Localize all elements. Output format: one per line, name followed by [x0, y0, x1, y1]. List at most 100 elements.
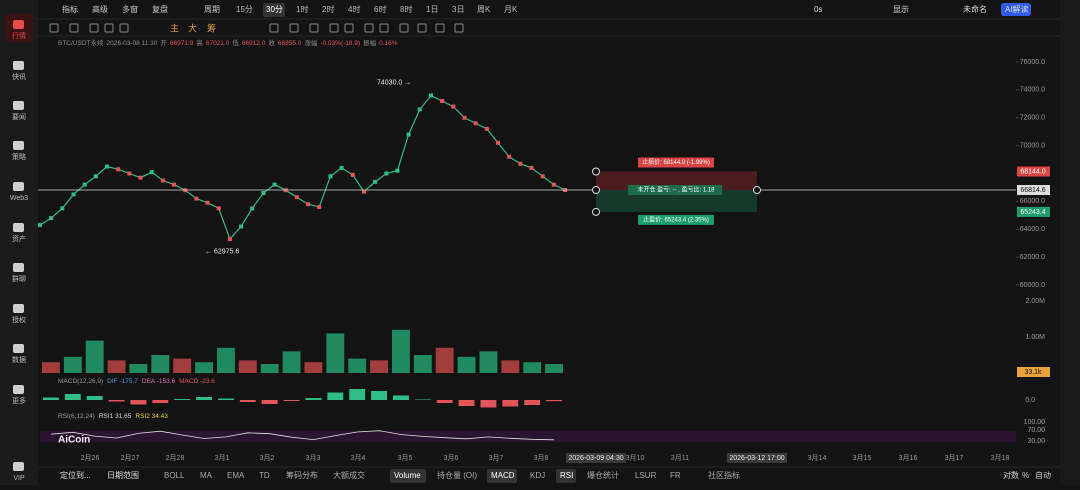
- candle: [350, 172, 355, 177]
- scale-option[interactable]: %: [1022, 471, 1029, 480]
- tool-icon[interactable]: [344, 23, 354, 33]
- x-tick-label: 3月1: [215, 454, 230, 462]
- toolbar-item[interactable]: 周期: [204, 5, 220, 14]
- tool-icon[interactable]: [49, 23, 59, 33]
- toolbar-right-item[interactable]: AI解读: [1005, 4, 1029, 14]
- indicator-button[interactable]: MACD: [491, 471, 515, 480]
- tool-icon[interactable]: [399, 23, 409, 33]
- period-button[interactable]: 15分: [236, 5, 253, 14]
- tool-button[interactable]: 主: [170, 22, 179, 33]
- x-tick-label: 3月14: [808, 454, 827, 462]
- tool-icon[interactable]: [89, 23, 99, 33]
- drag-handle[interactable]: [753, 186, 761, 195]
- volume-bar: [173, 358, 192, 373]
- tool-icon[interactable]: [104, 23, 114, 33]
- indicator-button[interactable]: TD: [259, 471, 270, 480]
- drag-handle[interactable]: [592, 167, 600, 176]
- sidebar-label[interactable]: 策略: [12, 152, 26, 161]
- tool-icon[interactable]: [309, 23, 319, 33]
- period-button[interactable]: 2时: [322, 4, 334, 14]
- period-button[interactable]: 1时: [296, 4, 308, 14]
- volume-bar: [435, 347, 454, 373]
- info-item: 高: [196, 38, 203, 47]
- toolbar-item[interactable]: 多窗: [122, 4, 138, 14]
- period-button[interactable]: 月K: [504, 5, 518, 14]
- high-label: 74030.0 →: [377, 79, 411, 86]
- macd-bar: [546, 400, 562, 402]
- drag-handle[interactable]: [592, 186, 600, 195]
- period-button[interactable]: 8时: [400, 4, 412, 14]
- sidebar-icon: [13, 304, 24, 313]
- sidebar-label[interactable]: 授权: [12, 315, 26, 324]
- tool-icon[interactable]: [435, 23, 445, 33]
- indicator-button[interactable]: 大额成交: [333, 470, 365, 480]
- macd-bar: [43, 397, 59, 400]
- indicator-button[interactable]: 爆仓统计: [587, 470, 619, 480]
- sidebar-icon: [13, 263, 24, 272]
- x-tick-label: 3月15: [853, 454, 872, 462]
- indicator-button[interactable]: BOLL: [164, 471, 185, 480]
- price-tag: [1017, 206, 1050, 217]
- scale-option[interactable]: 自动: [1035, 470, 1051, 480]
- toolbar-item[interactable]: 复盘: [152, 4, 168, 14]
- tool-icon[interactable]: [119, 23, 129, 33]
- tool-icon[interactable]: [269, 23, 279, 33]
- indicator-button[interactable]: FR: [670, 471, 681, 480]
- scale-option[interactable]: 对数: [1003, 470, 1019, 480]
- candle: [216, 206, 221, 211]
- candle: [395, 168, 400, 173]
- period-button[interactable]: 周K: [477, 5, 491, 14]
- candle: [384, 171, 389, 176]
- x-tick-label: 3月18: [991, 454, 1010, 462]
- sidebar-label[interactable]: 更多: [12, 396, 26, 405]
- indicator-button[interactable]: 筹码分布: [286, 470, 318, 480]
- tool-icon[interactable]: [69, 23, 79, 33]
- tool-icon[interactable]: [329, 23, 339, 33]
- period-button[interactable]: 30分: [266, 5, 283, 14]
- toolbar-item[interactable]: 指标: [62, 4, 78, 14]
- tool-icon[interactable]: [454, 23, 464, 33]
- period-button[interactable]: 6时: [374, 4, 386, 14]
- indicator-button[interactable]: 社区指标: [708, 470, 740, 480]
- sidebar-label[interactable]: 资产: [12, 234, 26, 243]
- toolbar-item[interactable]: 高级: [92, 4, 108, 14]
- tool-icon[interactable]: [364, 23, 374, 33]
- tool-icon[interactable]: [379, 23, 389, 33]
- candle: [116, 167, 121, 172]
- toolbar-right-item[interactable]: 显示: [893, 5, 909, 14]
- bottom-button[interactable]: 日期范围: [107, 470, 139, 480]
- tool-icon[interactable]: [417, 23, 427, 33]
- x-tick-label: 2月28: [166, 454, 185, 462]
- sidebar-label[interactable]: 快讯: [12, 72, 26, 81]
- candle: [529, 165, 534, 170]
- tool-icon[interactable]: [289, 23, 299, 33]
- volume-bar: [326, 333, 345, 373]
- volume-bar: [85, 340, 104, 373]
- tool-button[interactable]: 筹: [207, 22, 216, 33]
- volume-bar: [217, 347, 235, 373]
- sidebar-label[interactable]: VIP: [13, 475, 25, 482]
- toolbar-right-item[interactable]: 0s: [814, 5, 822, 14]
- indicator-button[interactable]: LSUR: [635, 471, 657, 480]
- period-button[interactable]: 3日: [452, 5, 464, 14]
- period-button[interactable]: 1日: [426, 5, 438, 14]
- indicator-button[interactable]: Volume: [394, 471, 421, 480]
- sidebar-label[interactable]: 群聊: [12, 274, 26, 283]
- sidebar-label[interactable]: 行情: [12, 31, 26, 40]
- indicator-button[interactable]: MA: [200, 471, 213, 480]
- sidebar-label[interactable]: Web3: [10, 195, 28, 202]
- drag-handle[interactable]: [592, 207, 600, 216]
- indicator-button[interactable]: RSI: [560, 471, 573, 480]
- indicator-button[interactable]: EMA: [227, 471, 245, 480]
- indicator-button[interactable]: 持仓量 (OI): [437, 470, 477, 480]
- info-item: 67021.0: [206, 40, 230, 47]
- tool-button[interactable]: 大: [188, 22, 197, 33]
- toolbar-right-item[interactable]: 未命名: [963, 4, 987, 14]
- sidebar-label[interactable]: 数据: [12, 355, 26, 364]
- sidebar-label[interactable]: 要闻: [12, 112, 26, 121]
- bottom-button[interactable]: 定位到...: [60, 470, 91, 480]
- volume-bar: [107, 360, 126, 373]
- period-button[interactable]: 4时: [348, 4, 360, 14]
- candle: [339, 165, 344, 170]
- indicator-button[interactable]: KDJ: [530, 471, 545, 480]
